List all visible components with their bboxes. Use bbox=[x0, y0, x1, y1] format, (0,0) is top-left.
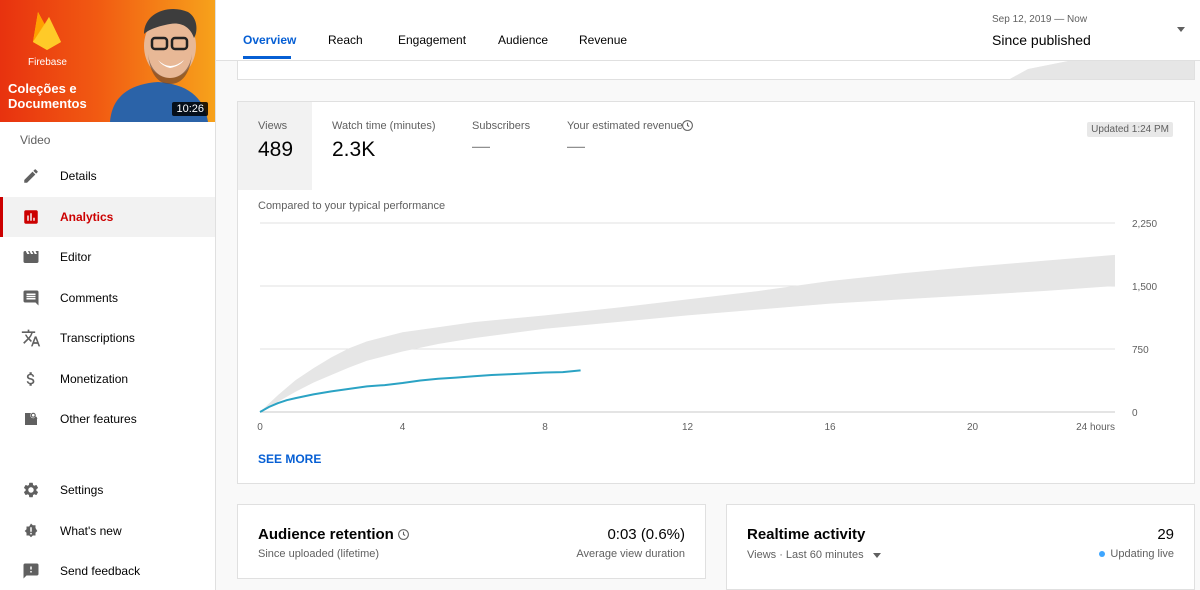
sidebar-section-label: Video bbox=[20, 133, 51, 147]
overview-card: Views 489 Watch time (minutes) 2.3K Subs… bbox=[237, 101, 1195, 484]
y-tick-label: 1,500 bbox=[1132, 282, 1157, 293]
metric-watch-time-value: 2.3K bbox=[332, 138, 376, 161]
realtime-title: Realtime activity bbox=[747, 526, 866, 543]
clapperboard-icon bbox=[20, 246, 42, 268]
x-tick-label: 12 bbox=[682, 422, 694, 433]
chevron-down-icon[interactable] bbox=[1177, 27, 1185, 32]
metric-views-label: Views bbox=[258, 120, 288, 132]
tab-audience[interactable]: Audience bbox=[498, 33, 549, 47]
sidebar-item-label: Settings bbox=[60, 483, 104, 497]
live-dot-icon bbox=[1099, 551, 1106, 558]
video-thumbnail[interactable]: Firebase Coleções e Documentos 10:26 bbox=[0, 0, 215, 122]
chevron-down-icon bbox=[872, 552, 881, 558]
other-features-icon bbox=[20, 408, 42, 430]
metric-views-tab[interactable] bbox=[238, 102, 312, 190]
realtime-activity-card[interactable]: Realtime activity Views · Last 60 minute… bbox=[726, 504, 1195, 590]
gear-icon bbox=[20, 479, 42, 501]
retention-value: 0:03 (0.6%) bbox=[607, 526, 685, 543]
updated-badge: Updated 1:24 PM bbox=[1087, 122, 1173, 137]
sidebar-item-label: Monetization bbox=[60, 372, 129, 386]
sidebar-item-label: Analytics bbox=[60, 210, 114, 224]
clock-icon bbox=[682, 120, 693, 131]
tab-engagement[interactable]: Engagement bbox=[398, 33, 467, 47]
audience-retention-card[interactable]: Audience retention Since uploaded (lifet… bbox=[237, 504, 706, 579]
x-tick-label: 20 bbox=[967, 422, 979, 433]
video-duration: 10:26 bbox=[172, 102, 208, 116]
sidebar-item-monetization[interactable]: Monetization bbox=[0, 359, 215, 399]
dollar-icon bbox=[20, 368, 42, 390]
tab-revenue[interactable]: Revenue bbox=[579, 33, 628, 47]
sidebar: Firebase Coleções e Documentos 10:26 Vid… bbox=[0, 0, 216, 590]
x-tick-label: 16 bbox=[824, 422, 836, 433]
thumbnail-title: Coleções e Documentos bbox=[8, 81, 87, 111]
translate-icon bbox=[20, 327, 42, 349]
feedback-icon bbox=[20, 560, 42, 582]
retention-value-label: Average view duration bbox=[576, 548, 685, 560]
tab-reach[interactable]: Reach bbox=[328, 33, 363, 47]
metric-subscribers-value: — bbox=[472, 136, 490, 156]
tab-overview[interactable]: Overview bbox=[243, 33, 297, 47]
typical-performance-band bbox=[260, 254, 1115, 412]
sidebar-item-details[interactable]: Details bbox=[0, 156, 215, 196]
realtime-value: 29 bbox=[1157, 526, 1174, 543]
views-series-line[interactable] bbox=[259, 369, 581, 413]
thumbnail-brand: Firebase bbox=[28, 57, 67, 68]
sidebar-item-label: Comments bbox=[60, 291, 119, 305]
sidebar-item-label: Transcriptions bbox=[60, 331, 135, 345]
metric-revenue-label[interactable]: Your estimated revenue bbox=[567, 120, 683, 132]
see-more-link[interactable]: SEE MORE bbox=[258, 452, 322, 466]
performance-chart: 0 750 1,500 2,250 0 4 8 12 16 20 24 hours bbox=[257, 219, 1157, 433]
sidebar-item-send-feedback[interactable]: Send feedback bbox=[0, 551, 215, 590]
firebase-logo-icon bbox=[33, 12, 61, 50]
x-tick-label: 0 bbox=[257, 422, 263, 433]
metric-revenue-value: — bbox=[567, 136, 585, 156]
presenter-image bbox=[110, 8, 208, 122]
sidebar-item-comments[interactable]: Comments bbox=[0, 278, 215, 318]
realtime-subtitle[interactable]: Views · Last 60 minutes bbox=[747, 549, 881, 561]
sidebar-item-label: Editor bbox=[60, 250, 92, 264]
analytics-icon bbox=[20, 206, 42, 228]
sidebar-item-transcriptions[interactable]: Transcriptions bbox=[0, 318, 215, 358]
sidebar-item-label: Send feedback bbox=[60, 564, 141, 578]
metric-views-value: 489 bbox=[258, 138, 294, 161]
x-tick-label: 8 bbox=[542, 422, 548, 433]
chart-title: Compared to your typical performance bbox=[258, 200, 446, 212]
sidebar-item-label: What's new bbox=[60, 524, 122, 538]
sidebar-item-editor[interactable]: Editor bbox=[0, 237, 215, 277]
previous-card-fragment bbox=[237, 61, 1195, 80]
retention-subtitle: Since uploaded (lifetime) bbox=[258, 548, 380, 560]
realtime-status: Updating live bbox=[1099, 548, 1174, 560]
clock-icon bbox=[398, 529, 409, 540]
y-tick-label: 2,250 bbox=[1132, 219, 1157, 230]
sidebar-item-analytics[interactable]: Analytics bbox=[0, 197, 215, 237]
sidebar-item-label: Details bbox=[60, 169, 97, 183]
sidebar-item-label: Other features bbox=[60, 412, 137, 426]
date-range-select[interactable]: Since published bbox=[992, 32, 1091, 48]
comment-icon bbox=[20, 287, 42, 309]
pencil-icon bbox=[20, 165, 42, 187]
date-range-label: Sep 12, 2019 — Now bbox=[992, 14, 1088, 25]
y-tick-label: 750 bbox=[1132, 345, 1149, 356]
x-tick-label: 4 bbox=[400, 422, 406, 433]
sidebar-item-other-features[interactable]: Other features bbox=[0, 399, 215, 439]
analytics-header: Overview Reach Engagement Audience Reven… bbox=[216, 0, 1200, 61]
sidebar-item-whats-new[interactable]: What's new bbox=[0, 511, 215, 551]
x-tick-label: 24 hours bbox=[1076, 422, 1115, 433]
whats-new-icon bbox=[20, 520, 42, 542]
retention-title: Audience retention bbox=[258, 526, 394, 543]
sidebar-item-settings[interactable]: Settings bbox=[0, 470, 215, 510]
previous-chart-fragment bbox=[1009, 61, 1194, 79]
metric-subscribers-label[interactable]: Subscribers bbox=[472, 120, 531, 132]
y-tick-label: 0 bbox=[1132, 408, 1138, 419]
realtime-period-select: Views · Last 60 minutes bbox=[747, 549, 864, 561]
active-tab-indicator bbox=[243, 56, 291, 59]
metric-watch-time-label[interactable]: Watch time (minutes) bbox=[332, 120, 436, 132]
